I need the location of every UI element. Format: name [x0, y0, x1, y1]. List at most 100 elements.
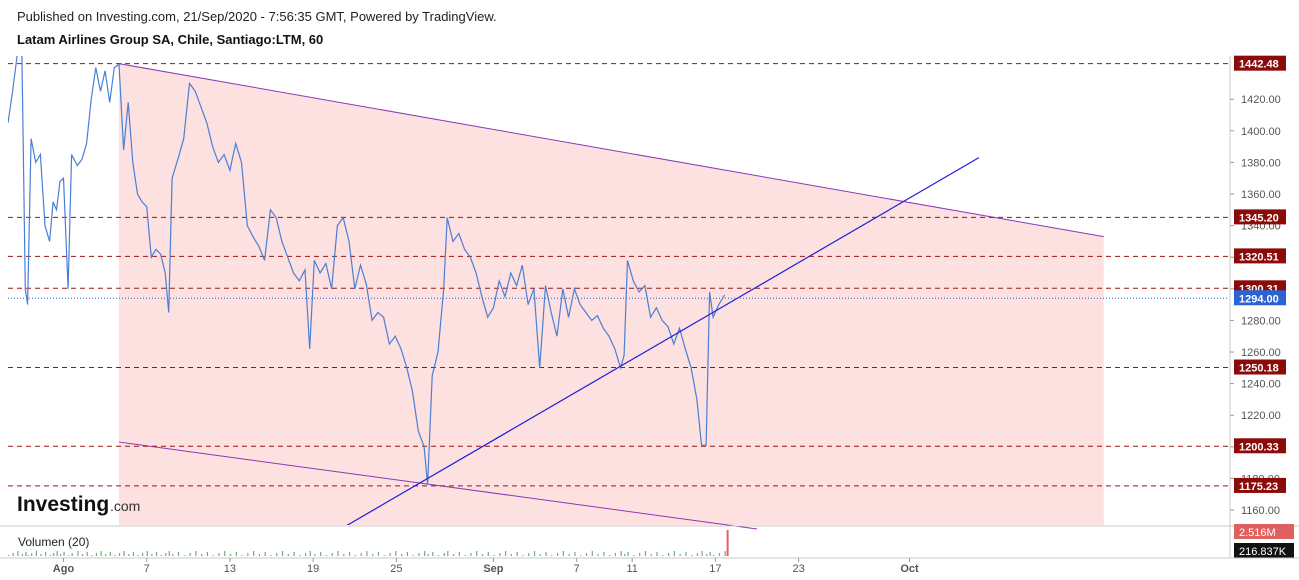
volume-bar [551, 555, 553, 556]
level-badge-bg [1234, 359, 1286, 375]
volume-bar [287, 554, 289, 556]
volume-bar [151, 554, 153, 556]
volume-bar [314, 554, 316, 556]
volume-bar [299, 555, 301, 556]
y-tick-label: 1420.00 [1241, 94, 1281, 106]
volume-bar [44, 552, 47, 556]
volume-bar [505, 551, 507, 556]
volume-bar [516, 552, 518, 556]
volume-label: Volumen (20) [18, 535, 89, 549]
volume-bar [412, 555, 414, 556]
volume-bar [673, 551, 675, 556]
volume-bar [667, 553, 670, 556]
volume-bar [195, 551, 197, 556]
volume-bar [21, 554, 24, 556]
volume-bar [533, 551, 536, 556]
logo-suffix: .com [110, 498, 140, 514]
volume-bar [258, 554, 261, 556]
x-tick-label: Sep [483, 563, 503, 575]
y-tick-label: 1260.00 [1241, 347, 1281, 359]
volume-bar [155, 552, 158, 556]
volume-bar [372, 554, 374, 556]
volume-bar [137, 555, 139, 556]
volume-bar [224, 551, 226, 556]
level-lines [8, 63, 1229, 487]
y-tick-label: 1240.00 [1241, 379, 1281, 391]
channel-upper-line[interactable] [118, 63, 1104, 238]
y-tick-label: 1400.00 [1241, 126, 1281, 138]
volume-bar [35, 551, 37, 556]
x-tick-label: 23 [792, 563, 804, 575]
volume-bar [105, 554, 107, 556]
y-tick-label: 1220.00 [1241, 410, 1281, 422]
volume-bar [691, 555, 693, 556]
volume-bar [177, 552, 180, 556]
x-tick-label: Ago [53, 563, 75, 575]
level-badges: 1442.481345.201320.511300.311250.181200.… [1234, 55, 1286, 493]
volume-bar [354, 555, 356, 556]
price-series-line[interactable] [8, 55, 726, 485]
volume-bar [522, 555, 524, 556]
volume-bar [585, 553, 588, 556]
volume-bar [568, 554, 570, 556]
volume-bar [168, 551, 170, 556]
instrument-title: Latam Airlines Group SA, Chile, Santiago… [17, 32, 324, 47]
volume-bar [510, 554, 512, 556]
volume-bar [337, 551, 339, 556]
volume-bar [12, 553, 14, 556]
volume-bar [377, 552, 380, 556]
volume-bar [557, 553, 559, 556]
x-tick-label: 13 [224, 563, 236, 575]
volume-bar [183, 555, 185, 556]
volume-bar [270, 555, 272, 556]
level-badge-bg [1234, 55, 1286, 71]
volume-bar [493, 555, 495, 556]
volume-bar [620, 551, 622, 556]
volume-bar-max [726, 530, 729, 556]
volume-bar [656, 552, 658, 556]
volume-bar [218, 553, 220, 556]
current-price-badge-bg [1234, 290, 1286, 306]
volume-last-badge-label: 216.837K [1239, 546, 1287, 558]
volume-bar [424, 551, 426, 556]
volume-bar [56, 551, 58, 556]
published-caption: Published on Investing.com, 21/Sep/2020 … [17, 9, 497, 24]
volume-bar [95, 553, 98, 556]
volume-bar [624, 554, 626, 556]
volume-bar [114, 555, 116, 556]
volume-bar [464, 555, 466, 556]
volume-bar [696, 553, 699, 556]
level-badge-label: 1250.18 [1239, 363, 1279, 375]
volume-bar [25, 552, 27, 556]
volume-bar [247, 553, 249, 556]
volume-bar [639, 553, 641, 556]
trend-line[interactable] [341, 157, 980, 529]
volume-bar [281, 551, 284, 556]
volume-bar [264, 552, 266, 556]
volume-bar [305, 553, 307, 556]
volume-bar [609, 555, 611, 556]
volume-bar [118, 553, 121, 556]
volume-bar [706, 554, 708, 556]
volume-bar [481, 554, 484, 556]
volume-bar [165, 553, 167, 556]
channel-lower-line[interactable] [118, 441, 758, 530]
price-layer [8, 55, 726, 485]
volume-bar [476, 551, 478, 556]
volume-bar [320, 552, 322, 556]
volume-bar [470, 553, 472, 556]
volume-bar [31, 553, 33, 556]
volume-bar [633, 555, 635, 556]
volume-max-badge-label: 2.516M [1239, 527, 1276, 539]
volume-bar [400, 554, 403, 556]
volume-bar [331, 553, 333, 556]
y-tick-label: 1360.00 [1241, 189, 1281, 201]
volume-bar [366, 551, 368, 556]
level-badge-label: 1442.48 [1239, 59, 1279, 71]
y-tick-label: 1160.00 [1241, 505, 1280, 517]
volume-bar [597, 554, 599, 556]
volume-bar [235, 552, 237, 556]
volume-bar [77, 551, 79, 556]
volume-bar [662, 555, 664, 556]
